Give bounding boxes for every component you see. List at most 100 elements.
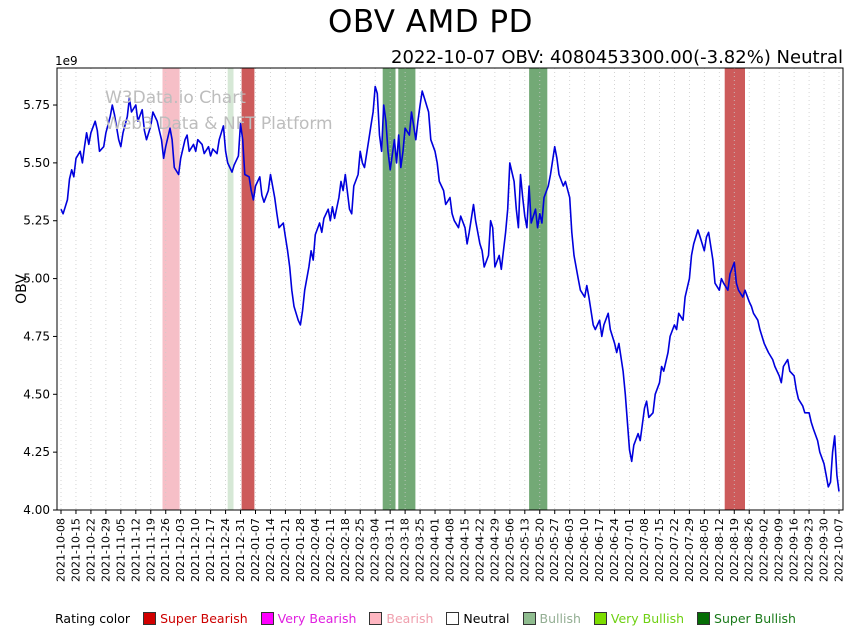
legend-swatch: [446, 612, 460, 625]
x-tick-label: 2022-09-23: [803, 518, 816, 582]
x-tick-label: 2022-09-09: [773, 518, 786, 582]
y-tick-label: 5.50: [23, 156, 50, 170]
y-axis-title: OBV: [14, 274, 30, 304]
chart-subtitle: 2022-10-07 OBV: 4080453300.00(-3.82%) Ne…: [391, 47, 843, 68]
x-tick-label: 2021-11-19: [144, 518, 157, 582]
x-tick-label: 2021-11-26: [159, 518, 172, 582]
x-tick-label: 2022-03-18: [399, 518, 412, 582]
x-tick-label: 2022-08-05: [698, 518, 711, 582]
rating-band: [724, 68, 745, 510]
x-tick-label: 2021-10-08: [55, 518, 68, 582]
legend-swatch: [260, 612, 274, 625]
x-tick-label: 2022-01-07: [249, 518, 262, 582]
rating-band: [382, 68, 396, 510]
legend-items: Super Bearish Very Bearish Bearish Neutral B…: [143, 611, 796, 626]
x-tick-label: 2022-07-22: [668, 518, 681, 582]
legend-item: Bearish: [369, 611, 433, 626]
x-tick-label: 2022-04-29: [488, 518, 501, 582]
x-tick-label: 2022-03-04: [369, 518, 382, 582]
obv-line: [60, 85, 840, 492]
x-tick-label: 2022-09-16: [788, 518, 801, 582]
x-tick-label: 2022-03-25: [414, 518, 427, 582]
legend-swatch: [522, 612, 536, 625]
x-tick-label: 2022-05-13: [518, 518, 531, 582]
rating-band: [529, 68, 548, 510]
y-axis-offset-label: 1e9: [55, 54, 78, 68]
x-tick-label: 2022-05-06: [503, 518, 516, 582]
rating-band: [398, 68, 416, 510]
x-tick-label: 2022-08-19: [728, 518, 741, 582]
x-tick-label: 2022-01-14: [264, 518, 277, 582]
rating-band: [162, 68, 180, 510]
x-tick-label: 2022-06-03: [563, 518, 576, 582]
legend-item: Super Bearish: [143, 611, 248, 626]
x-tick-label: 2022-07-01: [623, 518, 636, 582]
x-tick-label: 2021-12-10: [189, 518, 202, 582]
legend-label: Super Bullish: [714, 611, 796, 626]
x-tick-label: 2022-02-04: [309, 518, 322, 582]
legend-swatch: [593, 612, 607, 625]
legend-item: Very Bullish: [593, 611, 685, 626]
x-tick-label: 2022-07-29: [683, 518, 696, 582]
x-tick-label: 2022-04-01: [429, 518, 442, 582]
legend-label: Bearish: [386, 611, 434, 626]
rating-legend: Rating color Super Bearish Very Bearish Be…: [55, 611, 845, 626]
x-tick-label: 2021-12-31: [234, 518, 247, 582]
x-tick-label: 2022-04-22: [473, 518, 486, 582]
y-tick-label: 5.75: [23, 98, 50, 112]
x-tick-label: 2022-02-11: [324, 518, 337, 582]
legend-swatch: [143, 612, 157, 625]
x-tick-label: 2022-04-15: [458, 518, 471, 582]
x-tick-label: 2021-10-22: [84, 518, 97, 582]
y-tick-label: 4.75: [23, 329, 50, 343]
legend-label: Neutral: [463, 611, 510, 626]
x-tick-label: 2021-11-12: [129, 518, 142, 582]
x-tick-label: 2022-02-18: [339, 518, 352, 582]
legend-label: Super Bearish: [160, 611, 248, 626]
x-tick-label: 2022-06-17: [593, 518, 606, 582]
legend-label: Bullish: [539, 611, 581, 626]
x-tick-label: 2022-10-07: [833, 518, 846, 582]
x-tick-label: 2021-10-15: [69, 518, 82, 582]
y-tick-label: 4.50: [23, 387, 50, 401]
x-tick-label: 2022-01-21: [279, 518, 292, 582]
y-tick-label: 5.00: [23, 272, 50, 286]
x-tick-label: 2021-12-17: [204, 518, 217, 582]
legend-title: Rating color: [55, 611, 131, 626]
x-tick-label: 2022-07-15: [653, 518, 666, 582]
x-tick-label: 2022-09-02: [758, 518, 771, 582]
legend-swatch: [697, 612, 711, 625]
legend-label: Very Bearish: [277, 611, 357, 626]
x-tick-label: 2022-06-10: [578, 518, 591, 582]
x-tick-label: 2022-06-24: [608, 518, 621, 582]
legend-swatch: [369, 612, 383, 625]
x-tick-label: 2022-03-11: [384, 518, 397, 582]
y-tick-label: 4.00: [23, 503, 50, 517]
x-tick-label: 2022-02-25: [354, 518, 367, 582]
x-tick-label: 2022-05-20: [533, 518, 546, 582]
x-tick-label: 2022-08-12: [713, 518, 726, 582]
legend-item: Super Bullish: [697, 611, 796, 626]
x-tick-label: 2021-12-03: [174, 518, 187, 582]
x-tick-label: 2022-04-08: [444, 518, 457, 582]
y-tick-label: 4.25: [23, 445, 50, 459]
x-tick-label: 2021-10-29: [99, 518, 112, 582]
rating-band: [241, 68, 255, 510]
x-tick-label: 2022-05-27: [548, 518, 561, 582]
x-tick-label: 2022-01-28: [294, 518, 307, 582]
legend-item: Bullish: [522, 611, 581, 626]
x-tick-label: 2022-09-30: [818, 518, 831, 582]
chart-title: OBV AMD PD: [327, 4, 534, 40]
x-tick-label: 2021-12-24: [219, 518, 232, 582]
x-tick-label: 2022-08-26: [743, 518, 756, 582]
x-tick-label: 2021-11-05: [114, 518, 127, 582]
legend-item: Neutral: [446, 611, 510, 626]
plot-frame: [56, 67, 844, 511]
x-tick-label: 2022-07-08: [638, 518, 651, 582]
legend-item: Very Bearish: [260, 611, 357, 626]
rating-band: [227, 68, 234, 510]
legend-label: Very Bullish: [610, 611, 685, 626]
y-tick-label: 5.25: [23, 214, 50, 228]
